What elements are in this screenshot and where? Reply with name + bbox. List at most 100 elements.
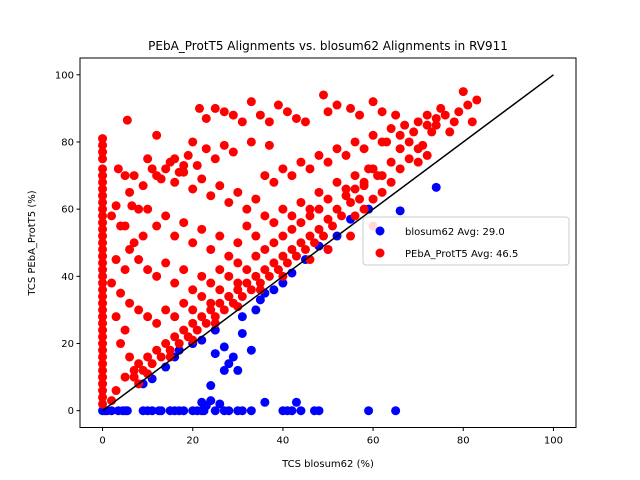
- data-point: [255, 110, 265, 120]
- data-point: [192, 325, 202, 335]
- data-point: [188, 305, 198, 315]
- data-point: [255, 278, 265, 288]
- data-point: [147, 359, 157, 369]
- data-point: [156, 406, 166, 416]
- data-point: [282, 258, 292, 268]
- data-point: [111, 255, 121, 265]
- data-point: [341, 191, 351, 201]
- data-point: [305, 204, 315, 214]
- data-point: [269, 218, 279, 228]
- data-point: [188, 238, 198, 248]
- data-point: [206, 396, 216, 406]
- data-point: [143, 352, 153, 362]
- data-point: [395, 144, 405, 154]
- data-point: [98, 332, 108, 342]
- data-point: [98, 372, 108, 382]
- data-point: [454, 107, 464, 117]
- data-point: [341, 184, 351, 194]
- data-point: [120, 221, 130, 231]
- chart-title: PEbA_ProtT5 Alignments vs. blosum62 Alig…: [148, 39, 508, 53]
- data-point: [98, 258, 108, 268]
- data-point: [165, 345, 175, 355]
- data-point: [107, 211, 117, 221]
- data-point: [422, 120, 432, 130]
- data-point: [165, 157, 175, 167]
- plot-frame: [79, 57, 577, 428]
- data-point: [206, 191, 216, 201]
- data-point: [143, 265, 153, 275]
- data-point: [467, 117, 477, 127]
- data-point: [98, 140, 108, 150]
- data-point: [179, 298, 189, 308]
- data-point: [125, 244, 135, 254]
- plot-area: [79, 57, 577, 428]
- data-point: [413, 157, 423, 167]
- data-point: [237, 117, 247, 127]
- data-point: [291, 397, 301, 407]
- data-point: [201, 113, 211, 123]
- data-point: [395, 130, 405, 140]
- data-point: [111, 312, 121, 322]
- data-point: [206, 298, 216, 308]
- data-point: [233, 238, 243, 248]
- data-point: [215, 399, 225, 409]
- data-point: [368, 194, 378, 204]
- reference-line-layer: [102, 74, 554, 412]
- data-point: [98, 312, 108, 322]
- data-point: [242, 221, 252, 231]
- data-point: [287, 224, 297, 234]
- data-point: [98, 278, 108, 288]
- data-point: [98, 265, 108, 275]
- data-point: [161, 258, 171, 268]
- data-point: [368, 130, 378, 140]
- data-point: [287, 244, 297, 254]
- data-point: [282, 107, 292, 117]
- data-point: [161, 339, 171, 349]
- data-point: [219, 365, 229, 375]
- x-tick-label: 80: [457, 436, 470, 447]
- data-point: [98, 244, 108, 254]
- data-point: [98, 271, 108, 281]
- x-tick-label: 0: [99, 436, 105, 447]
- data-point: [350, 171, 360, 181]
- data-point: [98, 345, 108, 355]
- data-point: [156, 174, 166, 184]
- data-point: [134, 359, 144, 369]
- data-point: [210, 349, 220, 359]
- data-point: [260, 211, 270, 221]
- data-point: [246, 345, 256, 355]
- data-point: [215, 298, 225, 308]
- data-point: [237, 291, 247, 301]
- data-point: [206, 381, 216, 391]
- data-point: [111, 201, 121, 211]
- data-point: [228, 352, 238, 362]
- data-point: [296, 238, 306, 248]
- data-point: [260, 397, 270, 407]
- data-point: [377, 187, 387, 197]
- data-point: [445, 127, 455, 137]
- data-point: [273, 265, 283, 275]
- data-point: [134, 204, 144, 214]
- data-point: [449, 117, 459, 127]
- data-point: [188, 137, 198, 147]
- data-point: [138, 181, 148, 191]
- x-tick-label: 60: [367, 436, 380, 447]
- data-point: [305, 211, 315, 221]
- data-point: [143, 312, 153, 322]
- data-point: [188, 285, 198, 295]
- data-point: [174, 339, 184, 349]
- series-1: [98, 87, 482, 409]
- data-point: [152, 221, 162, 231]
- data-point: [350, 211, 360, 221]
- legend-label-peba-prott5: PEbA_ProtT5 Avg: 46.5: [405, 249, 518, 260]
- data-point: [179, 160, 189, 170]
- data-point: [404, 154, 414, 164]
- data-point: [228, 147, 238, 157]
- data-point: [161, 164, 171, 174]
- data-point: [422, 110, 432, 120]
- data-point: [116, 288, 126, 298]
- marks-layer: [98, 87, 482, 416]
- data-point: [269, 238, 279, 248]
- data-point: [143, 154, 153, 164]
- legend-marker-peba-prott5: [375, 248, 385, 258]
